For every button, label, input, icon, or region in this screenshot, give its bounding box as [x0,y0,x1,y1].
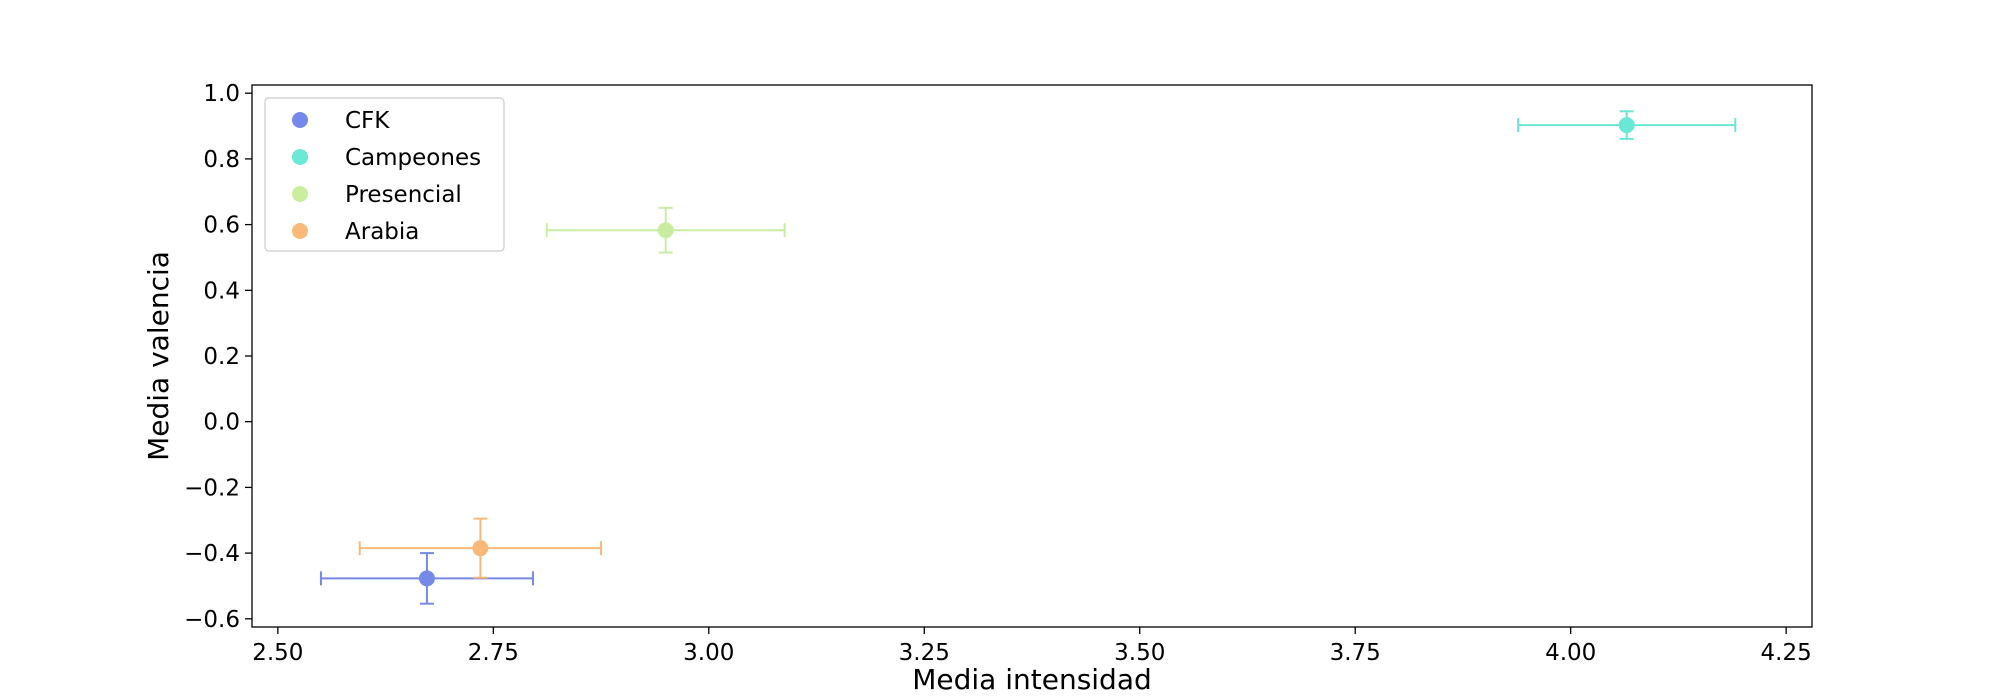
data-point [657,222,674,239]
legend-label: CFK [345,108,390,134]
x-tick-label: 2.50 [252,640,303,666]
data-point [418,570,435,587]
y-tick-label: 0.6 [203,213,240,239]
x-tick-label: 3.50 [1114,640,1165,666]
y-tick-label: 0.0 [203,410,240,436]
x-tick-label: 4.25 [1761,640,1812,666]
x-tick-label: 3.00 [683,640,734,666]
legend-marker [292,149,308,165]
data-point [1618,117,1635,134]
y-tick-label: 0.4 [203,278,240,304]
legend-frame [264,97,505,252]
series-campeones [1517,110,1737,140]
plot-background [252,85,1812,627]
legend-marker [292,112,308,128]
y-tick-label: 0.2 [203,344,240,370]
plot-frame [251,84,1813,628]
series-arabia [358,517,603,579]
y-tick-label: −0.2 [184,475,240,501]
y-axis: −0.6 −0.4 −0.2 0.0 0.2 0.4 0.6 0.8 1.0 [184,81,252,633]
x-axis-title: Media intensidad [912,663,1152,696]
legend-marker [292,223,308,239]
legend-label: Arabia [345,219,419,245]
legend-marker [292,186,308,202]
x-tick-label: 3.25 [899,640,950,666]
series-presencial [545,206,786,254]
y-tick-label: 1.0 [203,81,240,107]
y-tick-label: −0.4 [184,541,240,567]
data-point [472,540,489,557]
legend: CFK Campeones Presencial Arabia [264,97,505,252]
y-axis-title: Media valencia [142,251,175,461]
x-axis: 2.50 2.75 3.00 3.25 3.50 3.75 4.00 4.25 [252,627,1812,666]
y-tick-label: −0.6 [184,607,240,633]
x-tick-label: 4.00 [1545,640,1596,666]
legend-label: Campeones [345,145,481,171]
x-tick-label: 3.75 [1330,640,1381,666]
series-cfk [319,552,534,605]
legend-label: Presencial [345,182,462,208]
x-tick-label: 2.75 [468,640,519,666]
y-tick-label: 0.8 [203,147,240,173]
data-layer [319,110,1737,605]
